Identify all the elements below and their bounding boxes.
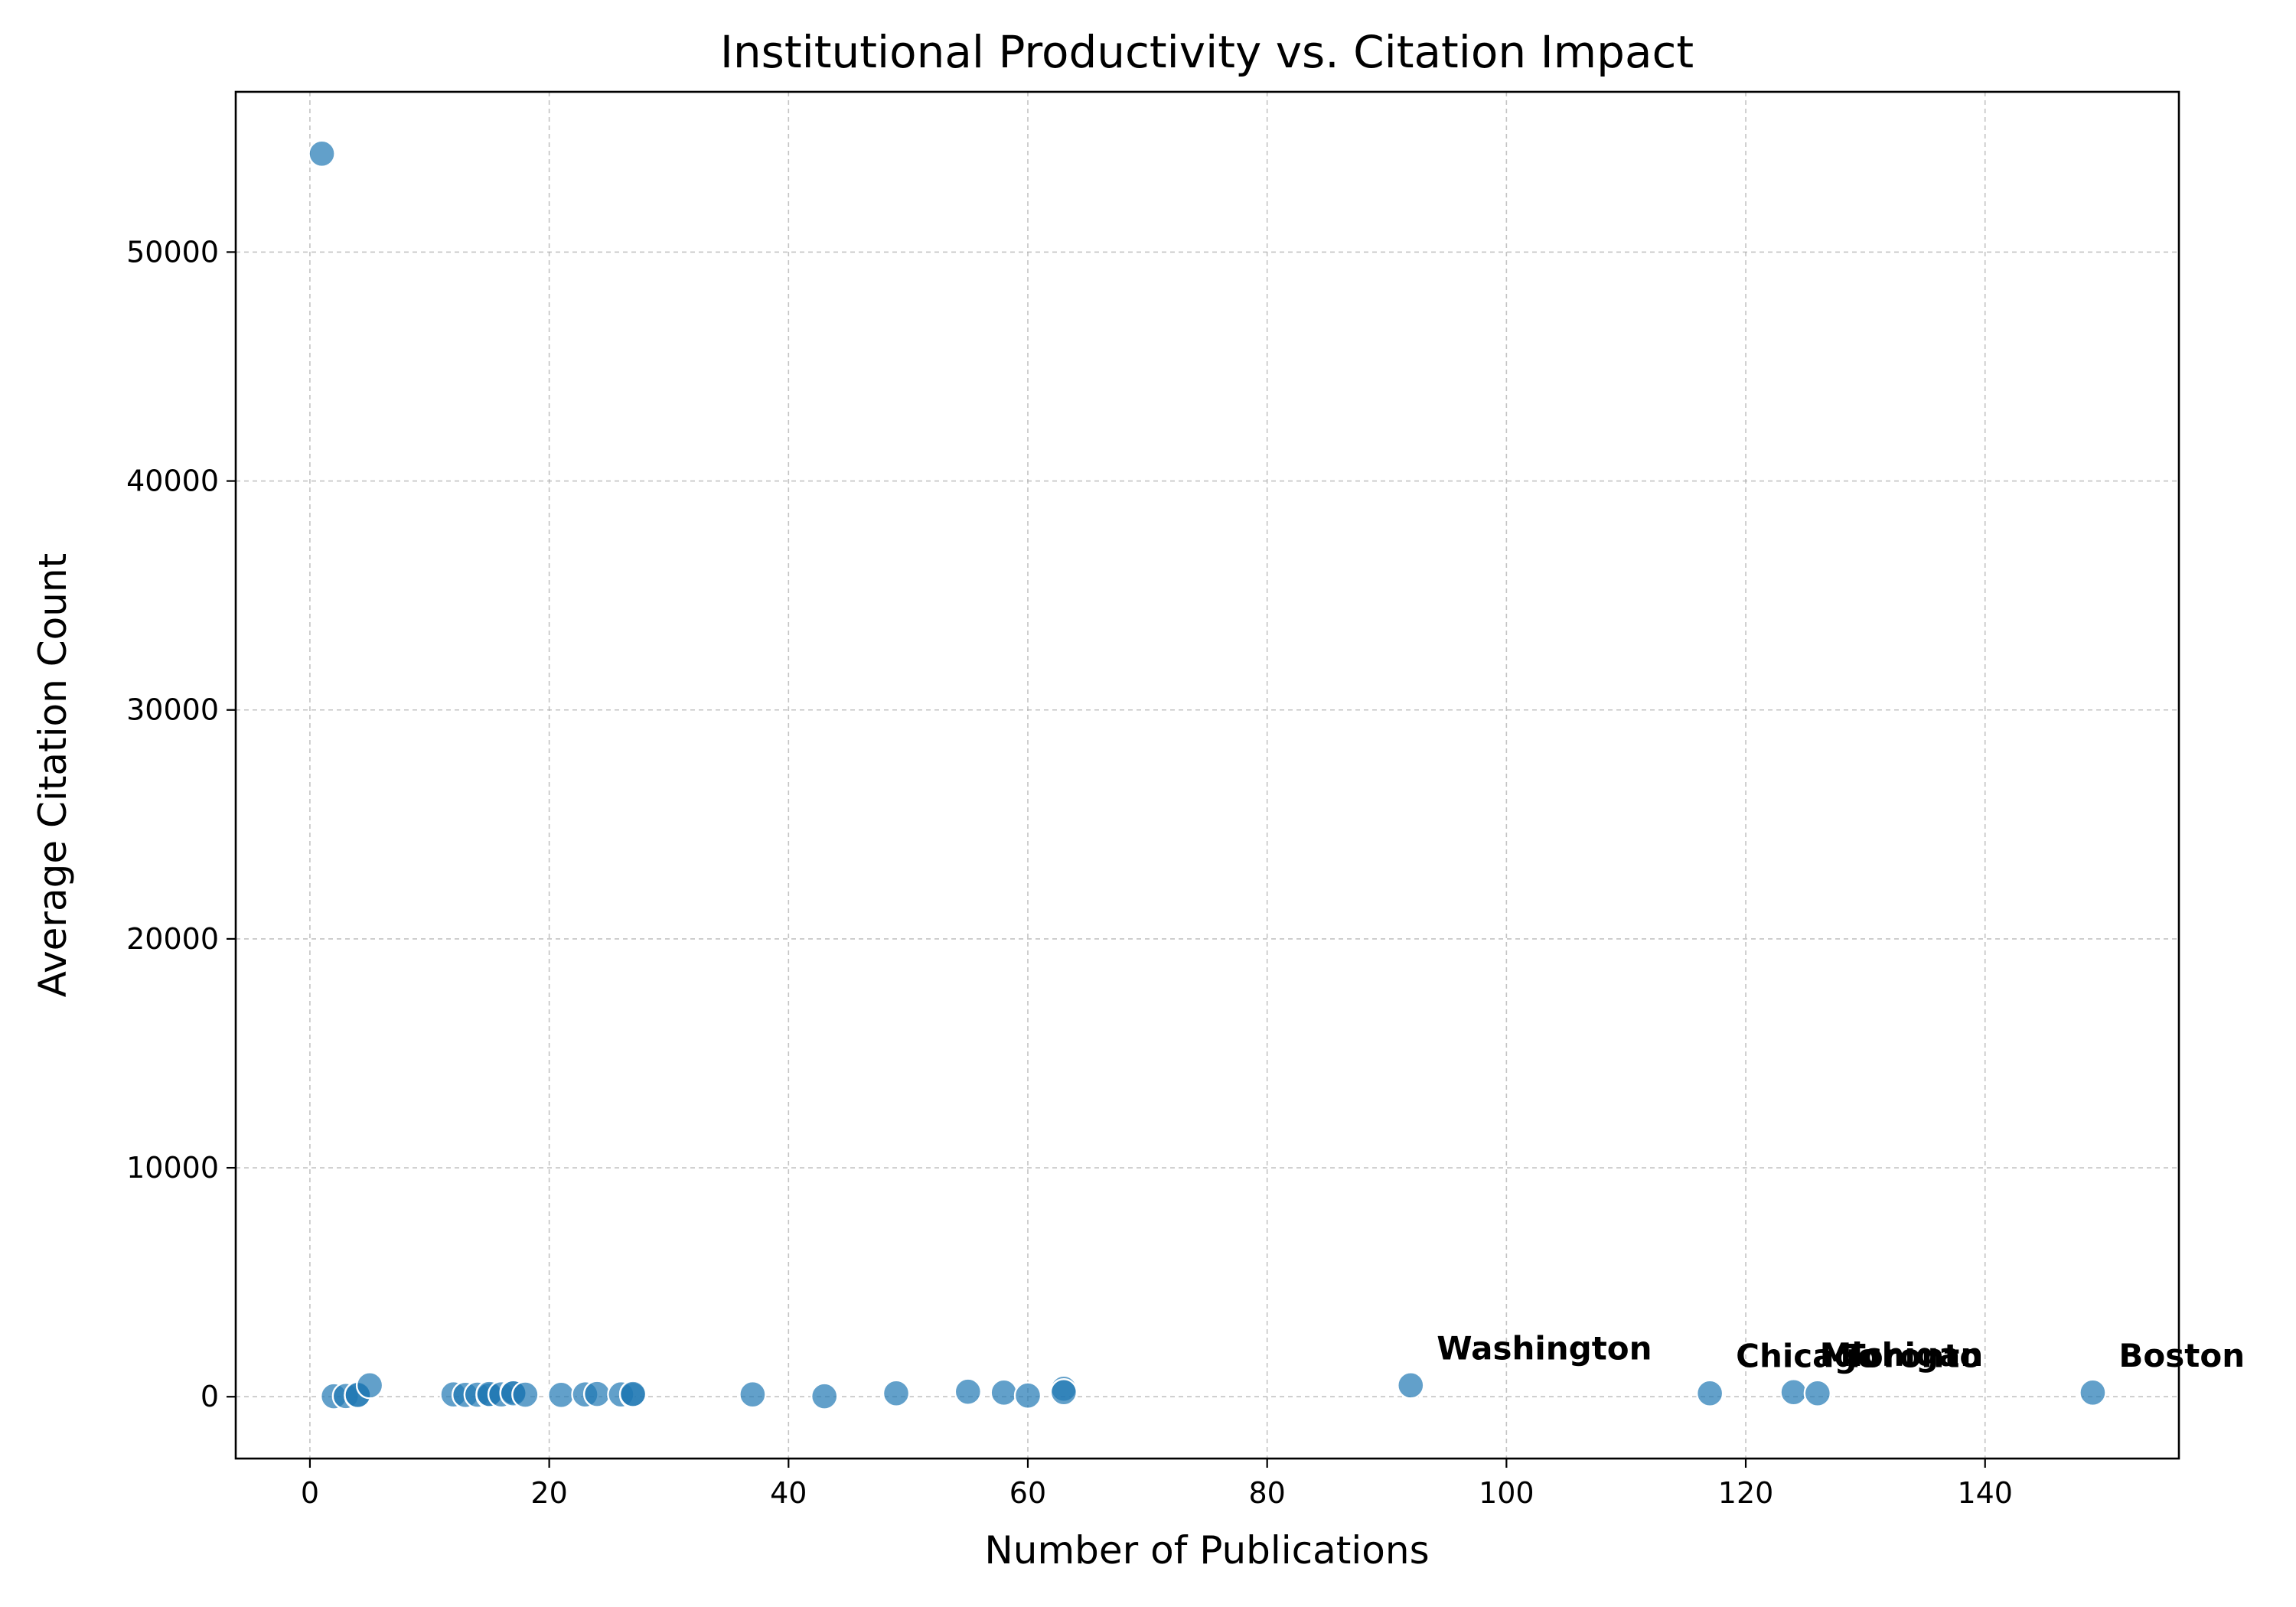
x-tick-label: 60 bbox=[1009, 1476, 1046, 1510]
point-annotation: Chicago bbox=[1736, 1338, 1879, 1375]
x-tick-label: 0 bbox=[301, 1476, 319, 1510]
point-annotation: Washington bbox=[1437, 1329, 1652, 1367]
data-point bbox=[1779, 1378, 1808, 1407]
y-tick-label: 40000 bbox=[126, 464, 219, 498]
data-point bbox=[547, 1380, 576, 1410]
data-point bbox=[1695, 1379, 1724, 1407]
data-point bbox=[954, 1377, 983, 1406]
data-point bbox=[990, 1378, 1018, 1407]
x-tick-label: 100 bbox=[1479, 1476, 1534, 1510]
data-points bbox=[308, 139, 2107, 1410]
point-annotation: Toronto bbox=[1844, 1338, 1981, 1375]
data-point bbox=[882, 1379, 911, 1407]
data-point bbox=[582, 1380, 612, 1408]
data-point bbox=[2079, 1378, 2107, 1407]
point-annotation: Michigan bbox=[1820, 1336, 1984, 1374]
data-point bbox=[1049, 1378, 1078, 1407]
y-tick-label: 30000 bbox=[126, 693, 219, 727]
x-tick-label: 40 bbox=[770, 1476, 807, 1510]
y-axis-label: Average Citation Count bbox=[31, 553, 75, 997]
plot-frame bbox=[234, 90, 2180, 1460]
data-point bbox=[1013, 1381, 1042, 1410]
y-axis-ticks: 0 10000 20000 30000 40000 50000 bbox=[126, 235, 236, 1413]
y-tick-label: 20000 bbox=[126, 922, 219, 956]
x-axis-label: Number of Publications bbox=[984, 1528, 1429, 1573]
x-tick-label: 120 bbox=[1718, 1476, 1774, 1510]
x-tick-label: 20 bbox=[530, 1476, 567, 1510]
data-point bbox=[618, 1380, 647, 1408]
y-tick-label: 0 bbox=[201, 1380, 219, 1413]
chart-title: Institutional Productivity vs. Citation … bbox=[720, 26, 1694, 78]
data-point bbox=[355, 1371, 384, 1400]
x-axis-ticks: 0 20 40 60 80 100 120 140 bbox=[301, 1459, 2013, 1510]
data-point bbox=[1397, 1371, 1425, 1400]
x-tick-label: 80 bbox=[1248, 1476, 1285, 1510]
data-point bbox=[308, 139, 336, 168]
point-annotation: Boston bbox=[2118, 1337, 2245, 1374]
data-point bbox=[1803, 1379, 1832, 1407]
y-tick-label: 50000 bbox=[126, 235, 219, 269]
y-tick-label: 10000 bbox=[126, 1151, 219, 1185]
data-point bbox=[511, 1380, 540, 1409]
data-point bbox=[810, 1382, 839, 1410]
data-point bbox=[739, 1380, 767, 1409]
grid-lines bbox=[236, 92, 2179, 1459]
x-tick-label: 140 bbox=[1957, 1476, 2013, 1510]
